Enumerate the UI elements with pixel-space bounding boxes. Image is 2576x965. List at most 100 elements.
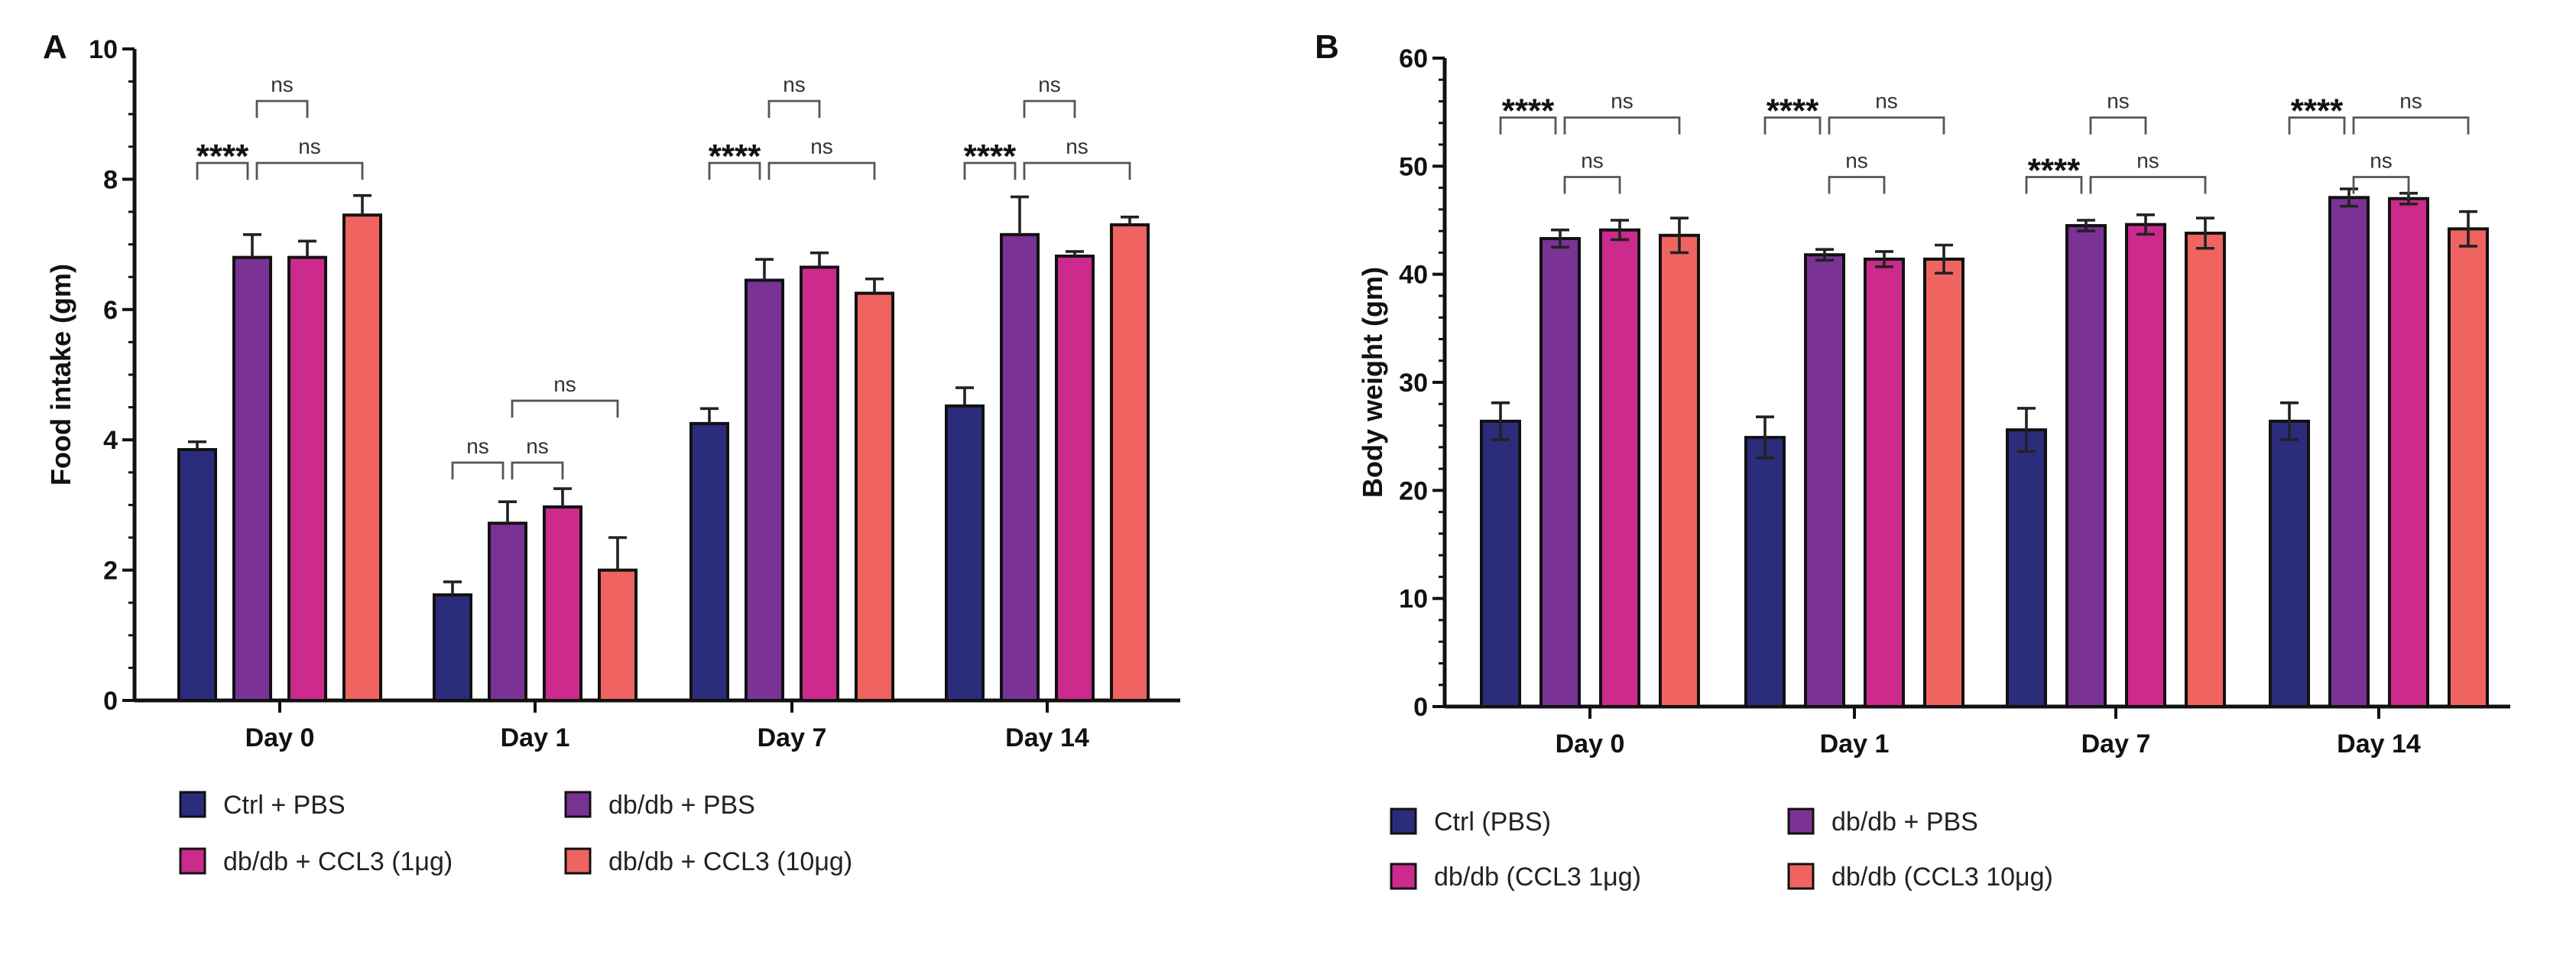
significance-bracket: ns	[1023, 135, 1131, 180]
error-bar	[755, 258, 774, 281]
y-tick-label: 30	[1399, 369, 1428, 398]
significance-label: ns	[526, 434, 549, 458]
significance-bracket: ns	[255, 73, 309, 119]
significance-bracket: ****	[1499, 93, 1557, 135]
significance-label: ns	[553, 372, 576, 396]
significance-label: ****	[196, 138, 249, 175]
panel-b-body-weight-chart: B Body weight (gm) 0 10 20 30 40 50 60 Day 0 Day…	[1315, 28, 2510, 892]
significance-bracket: ****	[1763, 93, 1822, 135]
error-bar	[2280, 401, 2299, 441]
error-bar	[865, 277, 884, 294]
error-bar	[2459, 210, 2477, 248]
error-bar	[1670, 216, 1689, 255]
legend-item: db/db + CCL3 (1μg)	[179, 847, 453, 876]
bar	[598, 568, 638, 702]
bar	[800, 265, 839, 703]
significance-label: ns	[1038, 73, 1061, 96]
bar	[433, 593, 472, 703]
significance-bracket: ns	[1563, 148, 1621, 194]
bracket-line	[1023, 161, 1131, 180]
legend-item: db/db (CCL3 1μg)	[1390, 863, 1641, 892]
bar	[1923, 257, 1964, 708]
error-bar	[1611, 219, 1629, 242]
bracket-line	[1023, 99, 1076, 119]
significance-bracket: ns	[2352, 148, 2410, 194]
significance-label: ns	[466, 434, 489, 458]
legend-swatch	[564, 847, 592, 875]
legend-swatch	[1787, 863, 1815, 890]
significance-label: ns	[1611, 89, 1634, 113]
y-tick-label: 10	[1399, 585, 1428, 614]
bar	[2269, 419, 2310, 708]
y-tick-label: 2	[103, 557, 118, 586]
bracket-line	[1563, 116, 1681, 135]
y-tick-label: 4	[103, 426, 118, 455]
error-bar	[1875, 250, 1893, 268]
y-tick-label: 20	[1399, 476, 1428, 505]
x-tick-label: Day 0	[1556, 729, 1625, 759]
y-tick-label: 50	[1399, 152, 1428, 181]
legend-label: db/db + CCL3 (1μg)	[223, 847, 453, 876]
y-tick-label: 8	[103, 165, 118, 194]
bar	[2006, 428, 2047, 708]
error-bar	[553, 487, 572, 507]
bracket-line	[511, 461, 564, 480]
error-bar	[1121, 216, 1139, 226]
bar	[689, 421, 729, 703]
error-bar	[2340, 187, 2358, 208]
bar	[1055, 254, 1095, 703]
y-tick-label: 0	[1413, 693, 1428, 722]
bar	[945, 404, 985, 702]
significance-bracket: ****	[196, 138, 249, 180]
significance-bracket: ns	[2089, 148, 2207, 194]
significance-bracket: ns	[255, 135, 364, 180]
error-bar	[2136, 213, 2155, 236]
error-bar	[955, 386, 974, 406]
significance-bracket: ns	[451, 434, 504, 480]
error-bar	[298, 239, 316, 258]
bar	[855, 291, 894, 702]
x-tick-label: Day 0	[245, 723, 315, 752]
legend-item: db/db (CCL3 10μg)	[1787, 863, 2053, 892]
error-bar	[1066, 250, 1084, 256]
error-bar	[2196, 216, 2214, 250]
legend-item: db/db + PBS	[564, 791, 755, 820]
bracket-line	[1828, 116, 1945, 135]
significance-label: ****	[1502, 93, 1555, 130]
bar	[488, 521, 527, 702]
error-bar	[2017, 407, 2036, 453]
legend-swatch	[1390, 807, 1417, 835]
error-bar	[498, 500, 517, 524]
error-bar	[2077, 219, 2095, 232]
bar	[1864, 257, 1905, 708]
bracket-line	[2352, 116, 2470, 135]
legend-label: db/db + PBS	[1831, 807, 1978, 837]
significance-label: ns	[1875, 89, 1898, 113]
legend-item: Ctrl (PBS)	[1390, 807, 1551, 837]
significance-label: ns	[2399, 89, 2422, 113]
x-tick-label: Day 1	[501, 723, 570, 752]
x-tick-label: Day 7	[2081, 729, 2151, 759]
bar	[1110, 223, 1150, 703]
error-bar	[353, 193, 371, 216]
legend-swatch	[1787, 807, 1815, 835]
significance-bracket: ns	[1828, 148, 1886, 194]
significance-label: ns	[271, 73, 294, 96]
bracket-line	[708, 161, 761, 180]
significance-bracket: ns	[2089, 89, 2147, 135]
bar	[287, 255, 327, 702]
significance-bracket: ****	[2288, 93, 2346, 135]
panel-label: B	[1315, 28, 1339, 66]
bar	[2448, 227, 2489, 709]
bar	[1804, 253, 1845, 708]
bracket-line	[2089, 116, 2147, 135]
x-tick-label: Day 7	[758, 723, 827, 752]
significance-bracket: ns	[2352, 89, 2470, 135]
legend-label: db/db + CCL3 (10μg)	[608, 847, 852, 876]
significance-label: ****	[2028, 151, 2081, 189]
bar	[1000, 232, 1040, 702]
significance-label: ****	[709, 138, 761, 175]
bracket-line	[1499, 116, 1557, 135]
bar	[2388, 197, 2429, 708]
